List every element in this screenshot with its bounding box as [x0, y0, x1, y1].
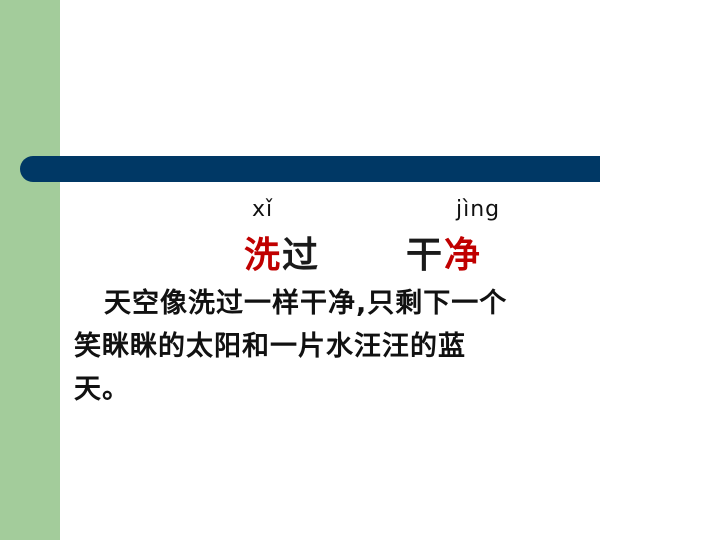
sentence-line-1: 天空像洗过一样干净,只剩下一个: [104, 288, 508, 319]
pinyin-jing: jìng: [456, 197, 501, 222]
word-xiguo: 洗过: [244, 226, 320, 278]
title-bar: [20, 156, 600, 182]
word-ganjing: 干净: [406, 226, 482, 278]
sentence-line-3: 天。: [74, 374, 130, 405]
example-sentence: 天空像洗过一样干净,只剩下一个 笑眯眯的太阳和一片水汪汪的蓝 天。: [74, 282, 634, 411]
word-ganjing-char-1: 干: [406, 235, 445, 276]
side-accent-bar: [0, 0, 60, 540]
word-xiguo-char-1: 洗: [244, 235, 283, 276]
sentence-line-2: 笑眯眯的太阳和一片水汪汪的蓝: [74, 331, 466, 362]
pinyin-xi: xǐ: [252, 197, 274, 222]
word-xiguo-char-2: 过: [282, 235, 321, 276]
word-ganjing-char-2: 净: [444, 235, 483, 276]
